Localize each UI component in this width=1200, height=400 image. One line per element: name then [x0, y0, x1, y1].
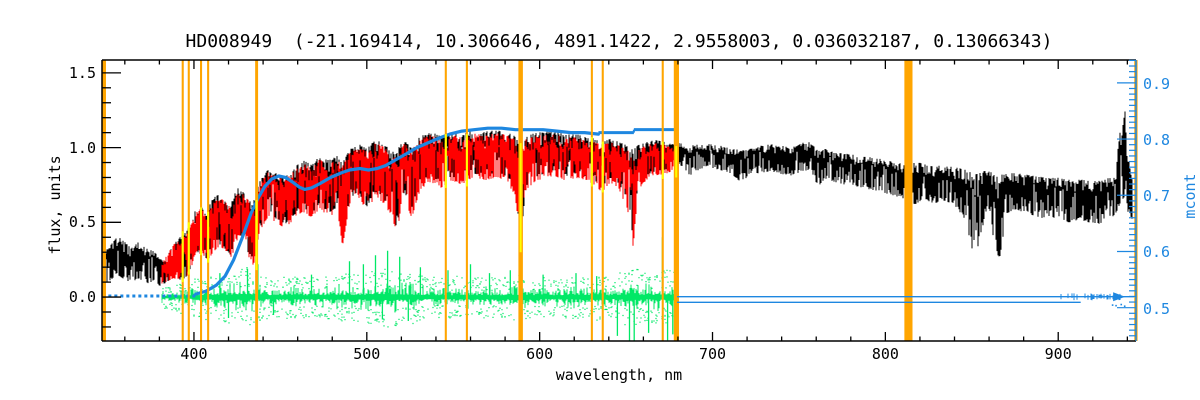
x-axis-label: wavelength, nm — [555, 366, 683, 384]
x-tick-label: 400 — [180, 345, 208, 363]
y-tick-label: 0.5 — [68, 213, 96, 232]
y2-tick-label: 0.7 — [1143, 187, 1171, 206]
y2-tick-label: 0.9 — [1143, 74, 1171, 93]
x-tick-label: 900 — [1044, 345, 1072, 363]
x-tick-label: 500 — [353, 345, 381, 363]
y-tick-label: 0.0 — [68, 288, 96, 307]
y-tick-label: 1.5 — [68, 63, 96, 82]
x-tick-label: 800 — [871, 345, 899, 363]
y2-tick-label: 0.8 — [1143, 131, 1171, 150]
y-tick-label: 1.0 — [68, 138, 96, 157]
y-axis-label: flux, units — [46, 155, 64, 255]
y2-tick-label: 0.5 — [1143, 299, 1171, 318]
plot-title: HD008949 (-21.169414, 10.306646, 4891.14… — [185, 31, 1053, 52]
y2-axis-label: mcont — [1181, 173, 1199, 219]
x-tick-label: 600 — [526, 345, 554, 363]
y2-tick-label: 0.6 — [1143, 243, 1171, 262]
x-tick-label: 700 — [698, 345, 727, 363]
